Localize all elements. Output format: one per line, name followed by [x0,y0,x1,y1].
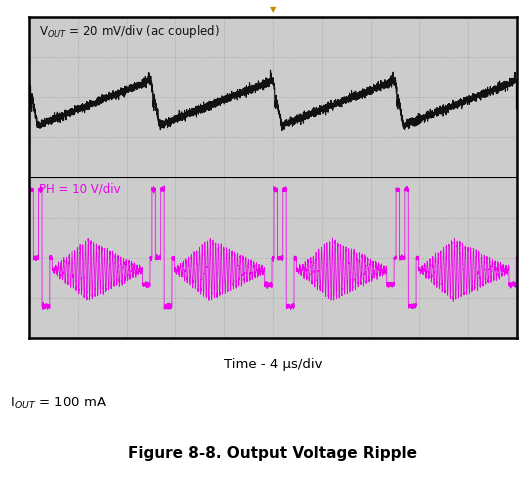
Text: Time - 4 μs/div: Time - 4 μs/div [224,358,322,371]
Text: PH = 10 V/div: PH = 10 V/div [39,182,120,195]
Text: Figure 8-8. Output Voltage Ripple: Figure 8-8. Output Voltage Ripple [129,446,417,461]
Text: I$_{OUT}$ = 100 mA: I$_{OUT}$ = 100 mA [10,396,108,411]
Text: V$_{OUT}$ = 20 mV/div (ac coupled): V$_{OUT}$ = 20 mV/div (ac coupled) [39,23,219,40]
Text: ▼: ▼ [270,5,276,14]
